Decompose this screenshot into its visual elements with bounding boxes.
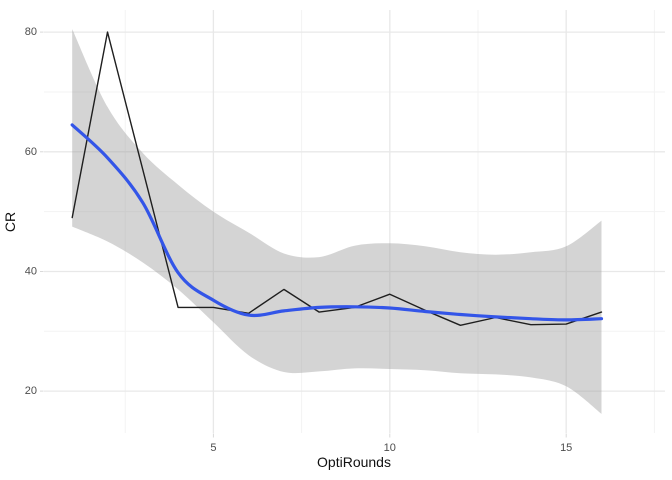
x-tick-label-5: 5 [210,442,216,454]
confidence-ribbon [72,29,602,414]
loess-smooth-line [70,123,604,322]
y-axis-title: CR [2,212,18,232]
y-tick-label-40: 40 [25,266,37,278]
x-tick-label-10: 10 [384,442,396,454]
y-tick-label-80: 80 [25,26,37,38]
x-axis-title: OptiRounds [317,454,391,470]
plot-layers: 5 10 15 20 40 60 80 [25,10,665,454]
y-tick-label-60: 60 [25,146,37,158]
y-tick-label-20: 20 [25,385,37,397]
x-tick-label-15: 15 [560,442,572,454]
